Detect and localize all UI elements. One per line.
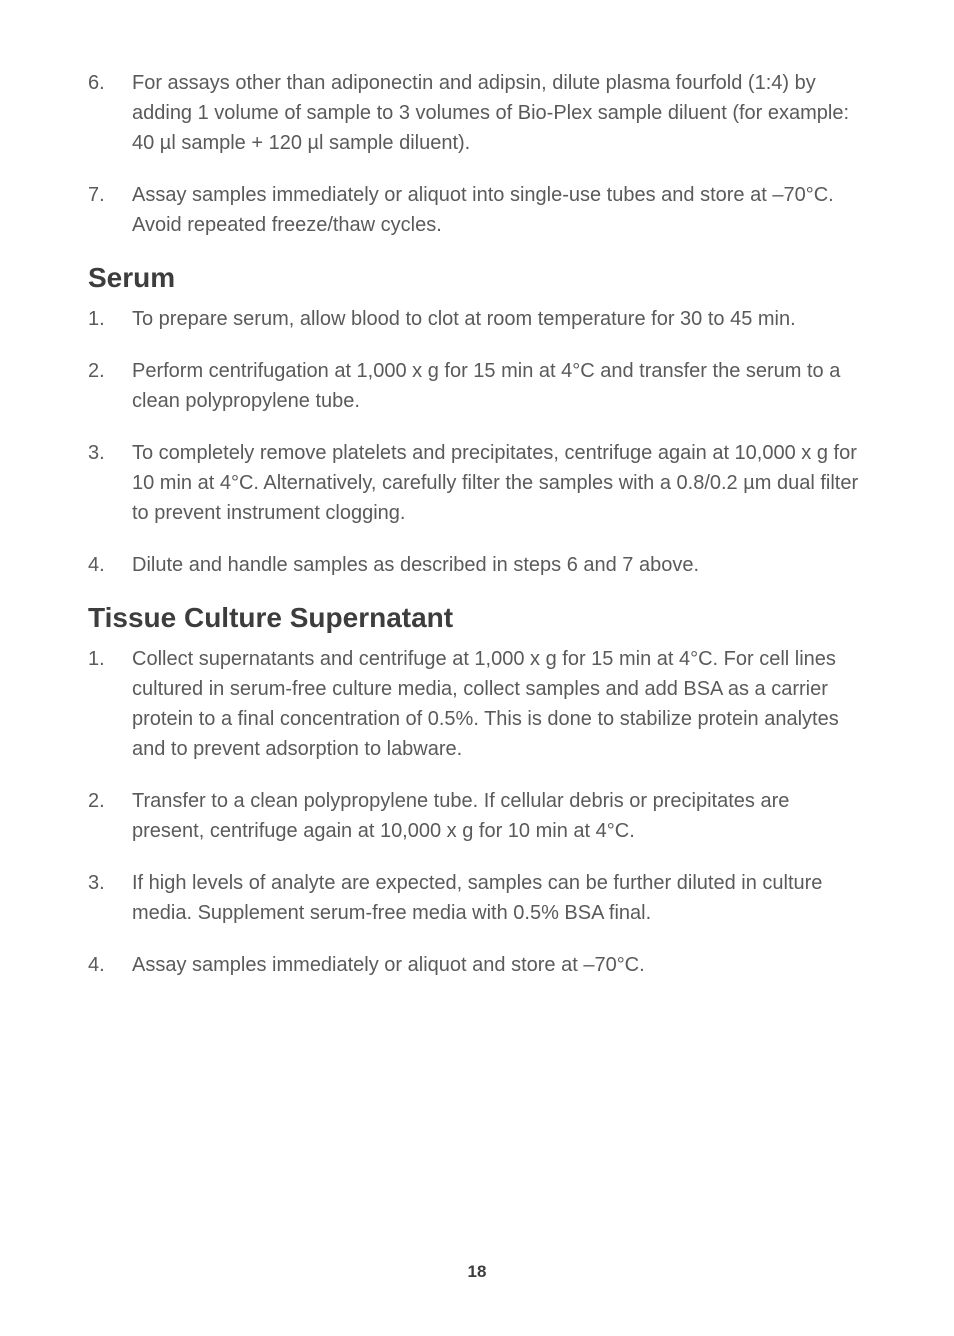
list-text: To completely remove platelets and preci… bbox=[132, 438, 866, 528]
list-number: 2. bbox=[88, 356, 132, 416]
list-text: Perform centrifugation at 1,000 x g for … bbox=[132, 356, 866, 416]
list-text: Transfer to a clean polypropylene tube. … bbox=[132, 786, 866, 846]
continuation-list: 6. For assays other than adiponectin and… bbox=[88, 68, 866, 240]
list-text: Assay samples immediately or aliquot int… bbox=[132, 180, 866, 240]
list-item: 4. Dilute and handle samples as describe… bbox=[88, 550, 866, 580]
list-number: 6. bbox=[88, 68, 132, 158]
tissue-heading: Tissue Culture Supernatant bbox=[88, 602, 866, 634]
list-number: 7. bbox=[88, 180, 132, 240]
list-text: Collect supernatants and centrifuge at 1… bbox=[132, 644, 866, 764]
list-text: Assay samples immediately or aliquot and… bbox=[132, 950, 866, 980]
list-text: To prepare serum, allow blood to clot at… bbox=[132, 304, 866, 334]
tissue-list: 1. Collect supernatants and centrifuge a… bbox=[88, 644, 866, 980]
serum-heading: Serum bbox=[88, 262, 866, 294]
list-text: If high levels of analyte are expected, … bbox=[132, 868, 866, 928]
list-item: 4. Assay samples immediately or aliquot … bbox=[88, 950, 866, 980]
list-number: 2. bbox=[88, 786, 132, 846]
list-number: 1. bbox=[88, 304, 132, 334]
list-item: 3. To completely remove platelets and pr… bbox=[88, 438, 866, 528]
list-number: 4. bbox=[88, 950, 132, 980]
list-item: 2. Transfer to a clean polypropylene tub… bbox=[88, 786, 866, 846]
list-number: 4. bbox=[88, 550, 132, 580]
list-number: 1. bbox=[88, 644, 132, 764]
list-text: Dilute and handle samples as described i… bbox=[132, 550, 866, 580]
list-number: 3. bbox=[88, 438, 132, 528]
list-number: 3. bbox=[88, 868, 132, 928]
list-item: 7. Assay samples immediately or aliquot … bbox=[88, 180, 866, 240]
list-item: 1. To prepare serum, allow blood to clot… bbox=[88, 304, 866, 334]
list-text: For assays other than adiponectin and ad… bbox=[132, 68, 866, 158]
page-number: 18 bbox=[0, 1262, 954, 1282]
list-item: 3. If high levels of analyte are expecte… bbox=[88, 868, 866, 928]
serum-list: 1. To prepare serum, allow blood to clot… bbox=[88, 304, 866, 580]
list-item: 1. Collect supernatants and centrifuge a… bbox=[88, 644, 866, 764]
list-item: 6. For assays other than adiponectin and… bbox=[88, 68, 866, 158]
list-item: 2. Perform centrifugation at 1,000 x g f… bbox=[88, 356, 866, 416]
